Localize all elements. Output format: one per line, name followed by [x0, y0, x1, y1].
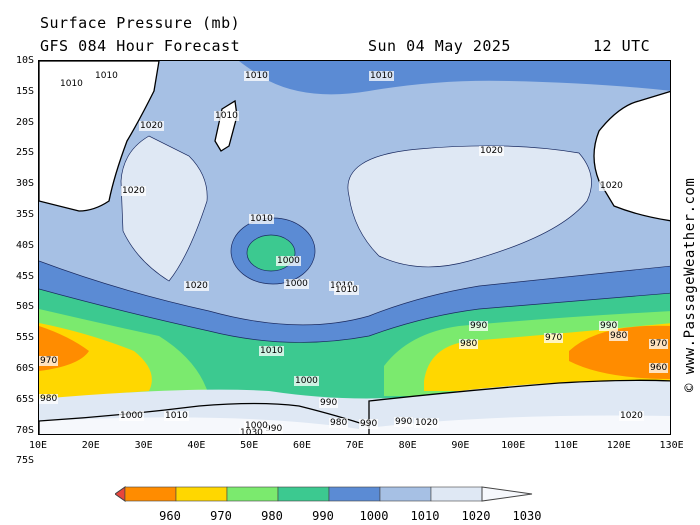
legend-value-label: 1010 — [410, 509, 440, 523]
longitude-tick-label: 60E — [292, 440, 312, 451]
isobar-label: 980 — [39, 394, 59, 404]
latitude-tick-label: 75S — [15, 455, 34, 467]
credit-text: © www.PassageWeather.com — [682, 177, 698, 392]
isobar-label: 990 — [319, 398, 339, 408]
latitude-tick-label: 65S — [15, 393, 34, 405]
isobar-label: 1010 — [249, 214, 274, 224]
isobar-label: 1010 — [214, 111, 239, 121]
latitude-tick-label: 20S — [15, 116, 34, 128]
latitude-tick-label: 55S — [15, 332, 34, 344]
legend-swatch — [175, 486, 228, 502]
longitude-tick-label: 70E — [345, 440, 364, 451]
longitude-tick-label: 100E — [501, 440, 526, 451]
longitude-tick-label: 120E — [606, 440, 631, 451]
antarctic-1030-zone — [39, 415, 670, 434]
isobar-label: 1020 — [414, 418, 439, 428]
isobar-label: 1020 — [139, 121, 164, 131]
latitude-tick-label: 30S — [15, 178, 34, 190]
forecast-date: Sun 04 May 2025 — [368, 37, 511, 55]
africa-land — [39, 61, 160, 212]
isobar-label: 990 — [359, 419, 379, 429]
high-pressure-cell-west — [121, 136, 208, 281]
isobar-label: 1020 — [121, 186, 146, 196]
isobar-label: 1010 — [94, 71, 119, 81]
longitude-tick-label: 130E — [659, 440, 684, 451]
longitude-tick-label: 90E — [451, 440, 470, 451]
legend-value-label: 1030 — [512, 509, 542, 523]
pressure-970-980-zone — [39, 323, 670, 399]
isobar-label: 1020 — [599, 181, 624, 191]
isobar-label: 970 — [39, 356, 59, 366]
forecast-time: 12 UTC — [593, 37, 651, 55]
legend-swatch — [430, 486, 483, 502]
isobar-label: 990 — [599, 321, 619, 331]
high-pressure-cell-east — [347, 145, 592, 267]
isobar-label: 1010 — [334, 285, 359, 295]
longitude-tick-label: 80E — [398, 440, 417, 451]
pressure-legend-bar — [115, 486, 533, 502]
isobar-label: 980 — [329, 418, 349, 428]
legend-value-label: 990 — [312, 509, 334, 523]
isobar-label: 1000 — [284, 279, 309, 289]
latitude-tick-label: 50S — [15, 301, 34, 313]
latitude-tick-label: 35S — [15, 209, 34, 220]
legend-swatch — [328, 486, 381, 502]
isobar-label: 1020 — [184, 281, 209, 291]
isobar-label: 1030 — [239, 428, 264, 434]
isobar-label: 1000 — [276, 256, 301, 266]
isobar-label: 1000 — [294, 376, 319, 386]
isobar-label: 980 — [609, 331, 629, 341]
longitude-tick-label: 40E — [187, 440, 206, 451]
longitude-tick-label: 10E — [28, 440, 48, 451]
legend-swatch — [124, 486, 177, 502]
latitude-tick-label: 45S — [15, 270, 34, 282]
latitude-tick-label: 40S — [15, 239, 34, 251]
legend-swatch — [277, 486, 330, 502]
isobar-label: 970 — [544, 333, 564, 343]
legend-value-label: 1020 — [461, 509, 491, 523]
pressure-map-canvas — [39, 61, 670, 434]
legend-swatch — [226, 486, 279, 502]
map-title: Surface Pressure (mb) — [40, 14, 241, 32]
isobar-label: 960 — [649, 363, 669, 373]
longitude-tick-label: 20E — [81, 440, 100, 451]
isobar-label: 1020 — [619, 411, 644, 421]
pressure-map[interactable]: 1010 1010 1010 1010 1020 1010 1020 1020 1020 1010… — [38, 60, 671, 435]
isobar-label: 970 — [649, 339, 669, 349]
isobar-label: 1010 — [59, 79, 84, 89]
latitude-tick-label: 60S — [15, 363, 34, 374]
legend-value-label: 960 — [159, 509, 181, 523]
isobar-label: 1000 — [119, 411, 144, 421]
legend-value-label: 980 — [261, 509, 283, 523]
isobar-label: 990 — [394, 417, 414, 427]
legend-value-label: 1000 — [359, 509, 389, 523]
latitude-tick-label: 25S — [15, 147, 34, 159]
longitude-tick-label: 30E — [134, 440, 153, 451]
isobar-label: 1010 — [369, 71, 394, 81]
isobar-label: 990 — [469, 321, 489, 331]
latitude-tick-label: 70S — [15, 424, 34, 436]
isobar-label: 1010 — [259, 346, 284, 356]
legend-swatch — [379, 486, 432, 502]
isobar-label: 1020 — [479, 146, 504, 156]
latitude-tick-label: 10S — [15, 55, 34, 66]
legend-arrow-low — [115, 486, 126, 502]
isobar-label: 1010 — [164, 411, 189, 421]
isobar-label: 1000 — [244, 421, 269, 431]
isobar-lines — [39, 135, 670, 343]
isobar-label: 1010 — [244, 71, 269, 81]
forecast-subtitle: GFS 084 Hour Forecast — [40, 37, 241, 55]
legend-arrow-high — [481, 486, 533, 502]
longitude-tick-label: 50E — [240, 440, 259, 451]
isobar-label: 990 — [264, 424, 284, 434]
legend-value-label: 970 — [210, 509, 232, 523]
isobar-label: 980 — [459, 339, 479, 349]
longitude-tick-label: 110E — [553, 440, 579, 451]
latitude-tick-label: 15S — [15, 85, 34, 97]
